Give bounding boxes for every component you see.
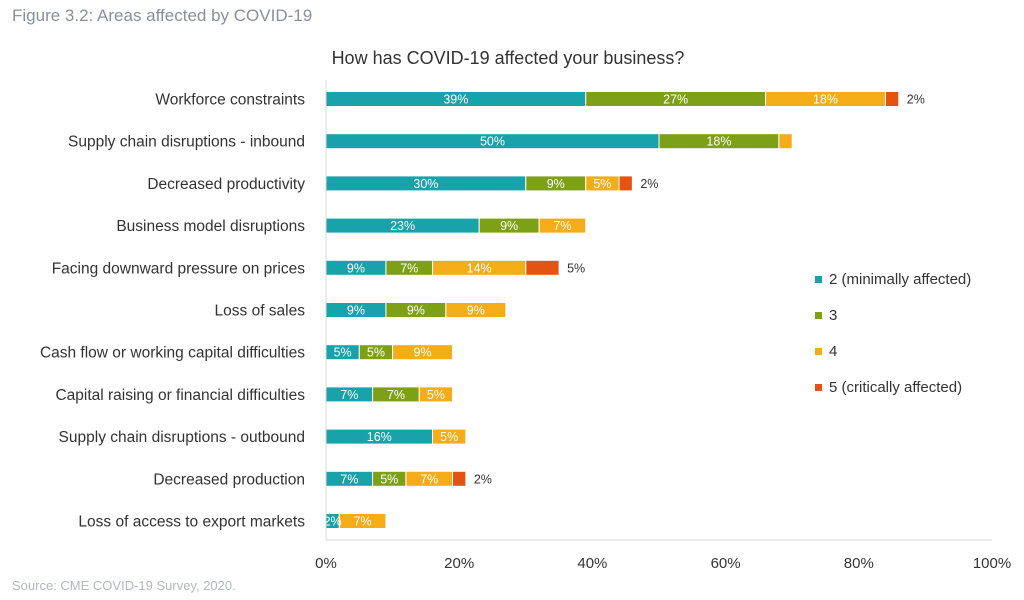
category-label-facing-downward-pressure-on-prices: Facing downward pressure on prices: [52, 260, 306, 277]
bar-facing-downward-pressure-on-prices-s4: [525, 259, 560, 276]
data-label-workforce-constraints-s3: 18%: [813, 93, 838, 107]
legend-label-s2: 3: [829, 307, 837, 324]
data-label-loss-of-access-to-export-markets-s1: 2%: [324, 515, 342, 529]
data-label-supply-chain-disruptions-inbound-s1: 50%: [480, 135, 505, 149]
bar-decreased-production-s4: [452, 470, 467, 487]
data-label-cash-flow-or-working-capital-difficulties-s3: 9%: [414, 346, 432, 360]
data-label-decreased-production-s3: 7%: [420, 472, 438, 486]
data-label-decreased-production-s2: 5%: [380, 472, 398, 486]
legend-swatch-s3: [815, 348, 822, 355]
data-label-loss-of-sales-s1: 9%: [347, 304, 365, 318]
data-labels: 39% 27% 18% 2%50% 18%30% 9% 5% 2%23% 9% 7%9% 7% 14%…: [324, 93, 925, 529]
chart-title: How has COVID-19 affected your business?: [332, 48, 685, 68]
bar-decreased-productivity-s4: [618, 175, 633, 192]
data-label-business-model-disruptions-s1: 23%: [390, 219, 415, 233]
data-label-workforce-constraints-s4: 2%: [907, 93, 925, 107]
data-label-facing-downward-pressure-on-prices-s2: 7%: [400, 261, 418, 275]
legend-label-s1: 2 (minimally affected): [829, 271, 971, 288]
data-label-supply-chain-disruptions-outbound-s3: 5%: [440, 430, 458, 444]
data-label-loss-of-sales-s2: 9%: [407, 304, 425, 318]
x-tick-label-2: 40%: [577, 555, 607, 572]
bar-workforce-constraints-s4: [884, 91, 900, 107]
x-tick-label-3: 60%: [711, 555, 741, 572]
category-labels: Workforce constraints Supply chain disrup…: [40, 92, 305, 531]
data-label-cash-flow-or-working-capital-difficulties-s2: 5%: [367, 346, 385, 360]
bar-cash-flow-or-working-capital-difficulties-s3: [392, 344, 454, 361]
x-tick-label-5: 100%: [973, 555, 1011, 572]
data-label-workforce-constraints-s1: 39%: [443, 93, 468, 107]
data-label-loss-of-sales-s3: 9%: [467, 304, 485, 318]
legend-swatch-s1: [815, 276, 822, 283]
x-axis: 0% 20% 40% 60% 80% 100%: [315, 80, 1011, 572]
category-label-decreased-productivity: Decreased productivity: [147, 176, 305, 193]
legend: 2 (minimally affected) 3 4 5 (critically af…: [815, 271, 971, 396]
data-label-facing-downward-pressure-on-prices-s4: 5%: [567, 261, 585, 275]
data-label-capital-raising-or-financial-difficulties-s2: 7%: [387, 388, 405, 402]
bar-business-model-disruptions-s3: [538, 217, 587, 234]
data-label-loss-of-access-to-export-markets-s3: 7%: [354, 515, 372, 529]
data-label-supply-chain-disruptions-outbound-s1: 16%: [367, 430, 392, 444]
x-tick-label-4: 80%: [844, 555, 874, 572]
source-note: Source: CME COVID-19 Survey, 2020.: [12, 578, 236, 593]
data-label-capital-raising-or-financial-difficulties-s3: 5%: [427, 388, 445, 402]
category-label-loss-of-sales: Loss of sales: [215, 303, 306, 320]
figure-caption: Figure 3.2: Areas affected by COVID-19: [12, 6, 313, 25]
data-label-facing-downward-pressure-on-prices-s3: 14%: [467, 261, 492, 275]
legend-swatch-s2: [815, 312, 822, 319]
data-label-decreased-productivity-s3: 5%: [593, 177, 611, 191]
data-label-decreased-productivity-s1: 30%: [413, 177, 438, 191]
bars-group: [325, 91, 900, 529]
category-label-business-model-disruptions: Business model disruptions: [116, 218, 305, 235]
bar-supply-chain-disruptions-outbound-s3: [432, 428, 467, 445]
category-label-capital-raising-or-financial-difficulties: Capital raising or financial difficultie…: [55, 387, 305, 404]
category-label-loss-of-access-to-export-markets: Loss of access to export markets: [78, 514, 305, 531]
data-label-decreased-production-s1: 7%: [340, 472, 358, 486]
category-label-supply-chain-disruptions-outbound: Supply chain disruptions - outbound: [59, 429, 305, 446]
category-label-workforce-constraints: Workforce constraints: [155, 92, 305, 109]
data-label-business-model-disruptions-s2: 9%: [500, 219, 518, 233]
bar-supply-chain-disruptions-inbound-s3: [778, 133, 793, 150]
data-label-supply-chain-disruptions-inbound-s2: 18%: [706, 135, 731, 149]
bar-loss-of-access-to-export-markets-s3: [338, 513, 387, 529]
data-label-workforce-constraints-s2: 27%: [663, 93, 688, 107]
x-tick-label-0: 0%: [315, 555, 337, 572]
legend-label-s4: 5 (critically affected): [829, 379, 962, 396]
data-label-cash-flow-or-working-capital-difficulties-s1: 5%: [334, 346, 352, 360]
data-label-decreased-productivity-s2: 9%: [547, 177, 565, 191]
bar-loss-of-sales-s3: [445, 302, 507, 318]
legend-swatch-s4: [815, 384, 822, 391]
category-label-cash-flow-or-working-capital-difficulties: Cash flow or working capital difficultie…: [40, 345, 305, 362]
data-label-business-model-disruptions-s3: 7%: [553, 219, 571, 233]
category-label-supply-chain-disruptions-inbound: Supply chain disruptions - inbound: [68, 134, 305, 151]
x-tick-label-1: 20%: [444, 555, 474, 572]
category-label-decreased-production: Decreased production: [153, 471, 305, 488]
data-label-decreased-productivity-s4: 2%: [640, 177, 658, 191]
data-label-capital-raising-or-financial-difficulties-s1: 7%: [340, 388, 358, 402]
data-label-decreased-production-s4: 2%: [474, 472, 492, 486]
bar-capital-raising-or-financial-difficulties-s3: [418, 386, 454, 403]
legend-label-s3: 4: [829, 343, 837, 360]
data-label-facing-downward-pressure-on-prices-s1: 9%: [347, 261, 365, 275]
